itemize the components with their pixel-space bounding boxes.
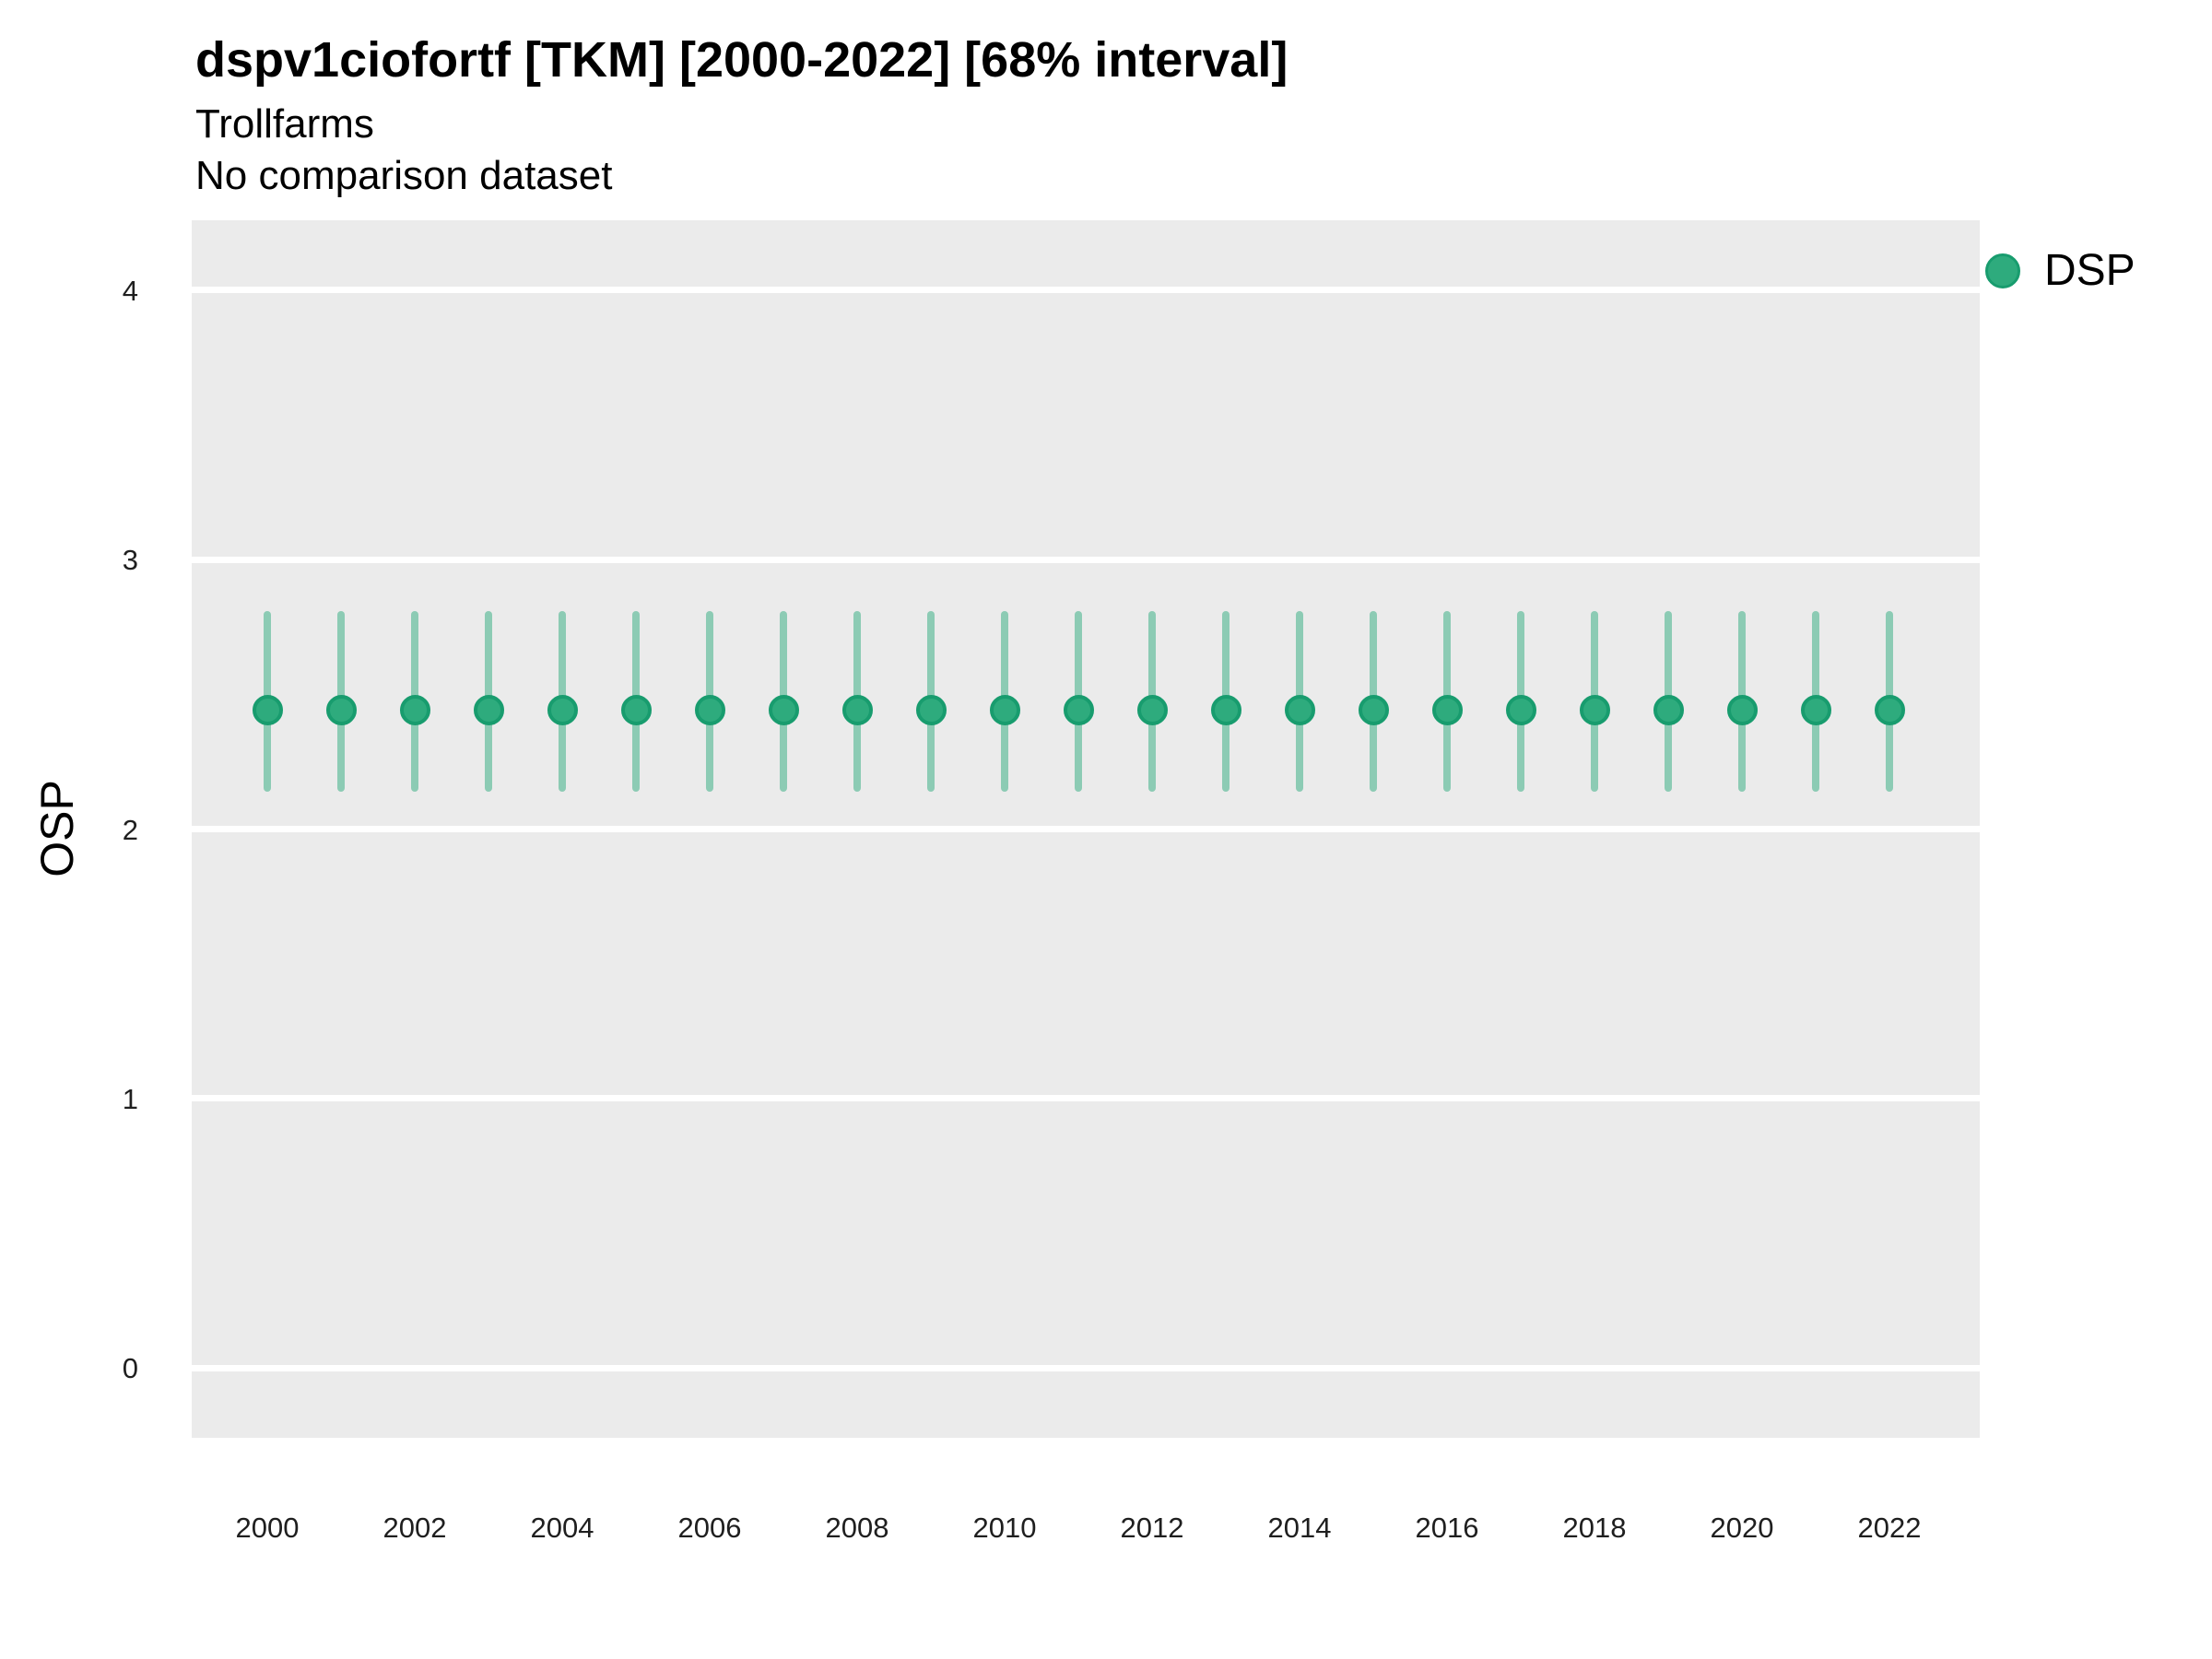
data-point bbox=[694, 695, 725, 726]
data-point bbox=[1063, 695, 1094, 726]
data-point bbox=[473, 695, 504, 726]
y-gridline bbox=[192, 287, 1980, 294]
data-point bbox=[1874, 695, 1905, 726]
x-tick-label: 2006 bbox=[677, 1512, 742, 1544]
x-tick-label: 2016 bbox=[1415, 1512, 1479, 1544]
y-tick-label: 4 bbox=[122, 274, 138, 307]
x-tick-label: 2022 bbox=[1857, 1512, 1922, 1544]
data-point bbox=[1136, 695, 1168, 726]
x-tick-label: 2018 bbox=[1562, 1512, 1627, 1544]
x-tick-label: 2010 bbox=[972, 1512, 1037, 1544]
data-point bbox=[1210, 695, 1241, 726]
data-point bbox=[1579, 695, 1610, 726]
data-point bbox=[1653, 695, 1684, 726]
data-point bbox=[325, 695, 357, 726]
x-tick-label: 2004 bbox=[530, 1512, 594, 1544]
data-point bbox=[768, 695, 799, 726]
data-point bbox=[1431, 695, 1463, 726]
x-tick-label: 2014 bbox=[1267, 1512, 1332, 1544]
x-tick-label: 2020 bbox=[1710, 1512, 1774, 1544]
y-tick-label: 0 bbox=[122, 1352, 138, 1384]
data-point bbox=[1726, 695, 1758, 726]
plot-panel bbox=[192, 220, 1980, 1438]
y-axis-title: OSP bbox=[31, 780, 83, 877]
chart-subtitle-line2: No comparison dataset bbox=[195, 153, 613, 198]
data-point bbox=[547, 695, 578, 726]
data-point bbox=[915, 695, 947, 726]
y-gridline bbox=[192, 826, 1980, 832]
x-tick-label: 2000 bbox=[235, 1512, 300, 1544]
data-point bbox=[1284, 695, 1315, 726]
data-point bbox=[1505, 695, 1536, 726]
data-point bbox=[1800, 695, 1831, 726]
data-point bbox=[1358, 695, 1389, 726]
legend-label: DSP bbox=[2044, 246, 2136, 295]
x-tick-label: 2008 bbox=[825, 1512, 889, 1544]
y-gridline bbox=[192, 556, 1980, 563]
y-tick-label: 2 bbox=[122, 813, 138, 846]
y-gridline bbox=[192, 1364, 1980, 1371]
y-tick-label: 3 bbox=[122, 544, 138, 577]
legend-point-icon bbox=[1985, 253, 2020, 288]
legend: DSP bbox=[1985, 249, 2136, 293]
x-tick-label: 2002 bbox=[382, 1512, 447, 1544]
y-tick-label: 1 bbox=[122, 1082, 138, 1115]
data-point bbox=[989, 695, 1020, 726]
x-tick-label: 2012 bbox=[1120, 1512, 1184, 1544]
data-point bbox=[620, 695, 652, 726]
data-point bbox=[399, 695, 430, 726]
chart-subtitle-line1: Trollfarms bbox=[195, 101, 374, 147]
data-point bbox=[841, 695, 873, 726]
y-gridline bbox=[192, 1095, 1980, 1102]
chart-title: dspv1ciofortf [TKM] [2000-2022] [68% int… bbox=[195, 32, 1288, 88]
data-point bbox=[252, 695, 283, 726]
